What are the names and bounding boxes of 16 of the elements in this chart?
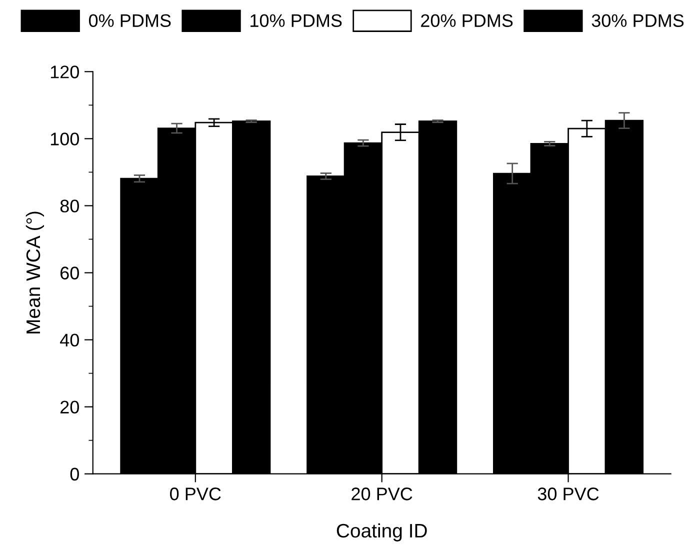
y-tick-label: 20 bbox=[60, 400, 79, 414]
x-axis-title: Coating ID bbox=[336, 523, 427, 542]
y-tick-label: 40 bbox=[60, 334, 79, 347]
y-tick-label: 60 bbox=[60, 266, 79, 280]
y-tick-label: 80 bbox=[60, 200, 79, 212]
y-axis-title: Mean WCA (°) bbox=[26, 212, 44, 334]
y-tick-label: 0 bbox=[70, 468, 79, 481]
x-tick-label: 30 PVC bbox=[538, 488, 599, 500]
legend-label: 10% PDMS bbox=[250, 14, 342, 27]
x-tick-label: 0 PVC bbox=[170, 488, 221, 500]
y-tick-label: 100 bbox=[50, 132, 79, 146]
y-tick-label: 120 bbox=[50, 66, 79, 78]
legend-label: 30% PDMS bbox=[592, 14, 684, 27]
legend-label: 20% PDMS bbox=[421, 14, 513, 27]
x-tick-label: 20 PVC bbox=[352, 488, 412, 500]
legend-label: 0% PDMS bbox=[88, 14, 171, 27]
